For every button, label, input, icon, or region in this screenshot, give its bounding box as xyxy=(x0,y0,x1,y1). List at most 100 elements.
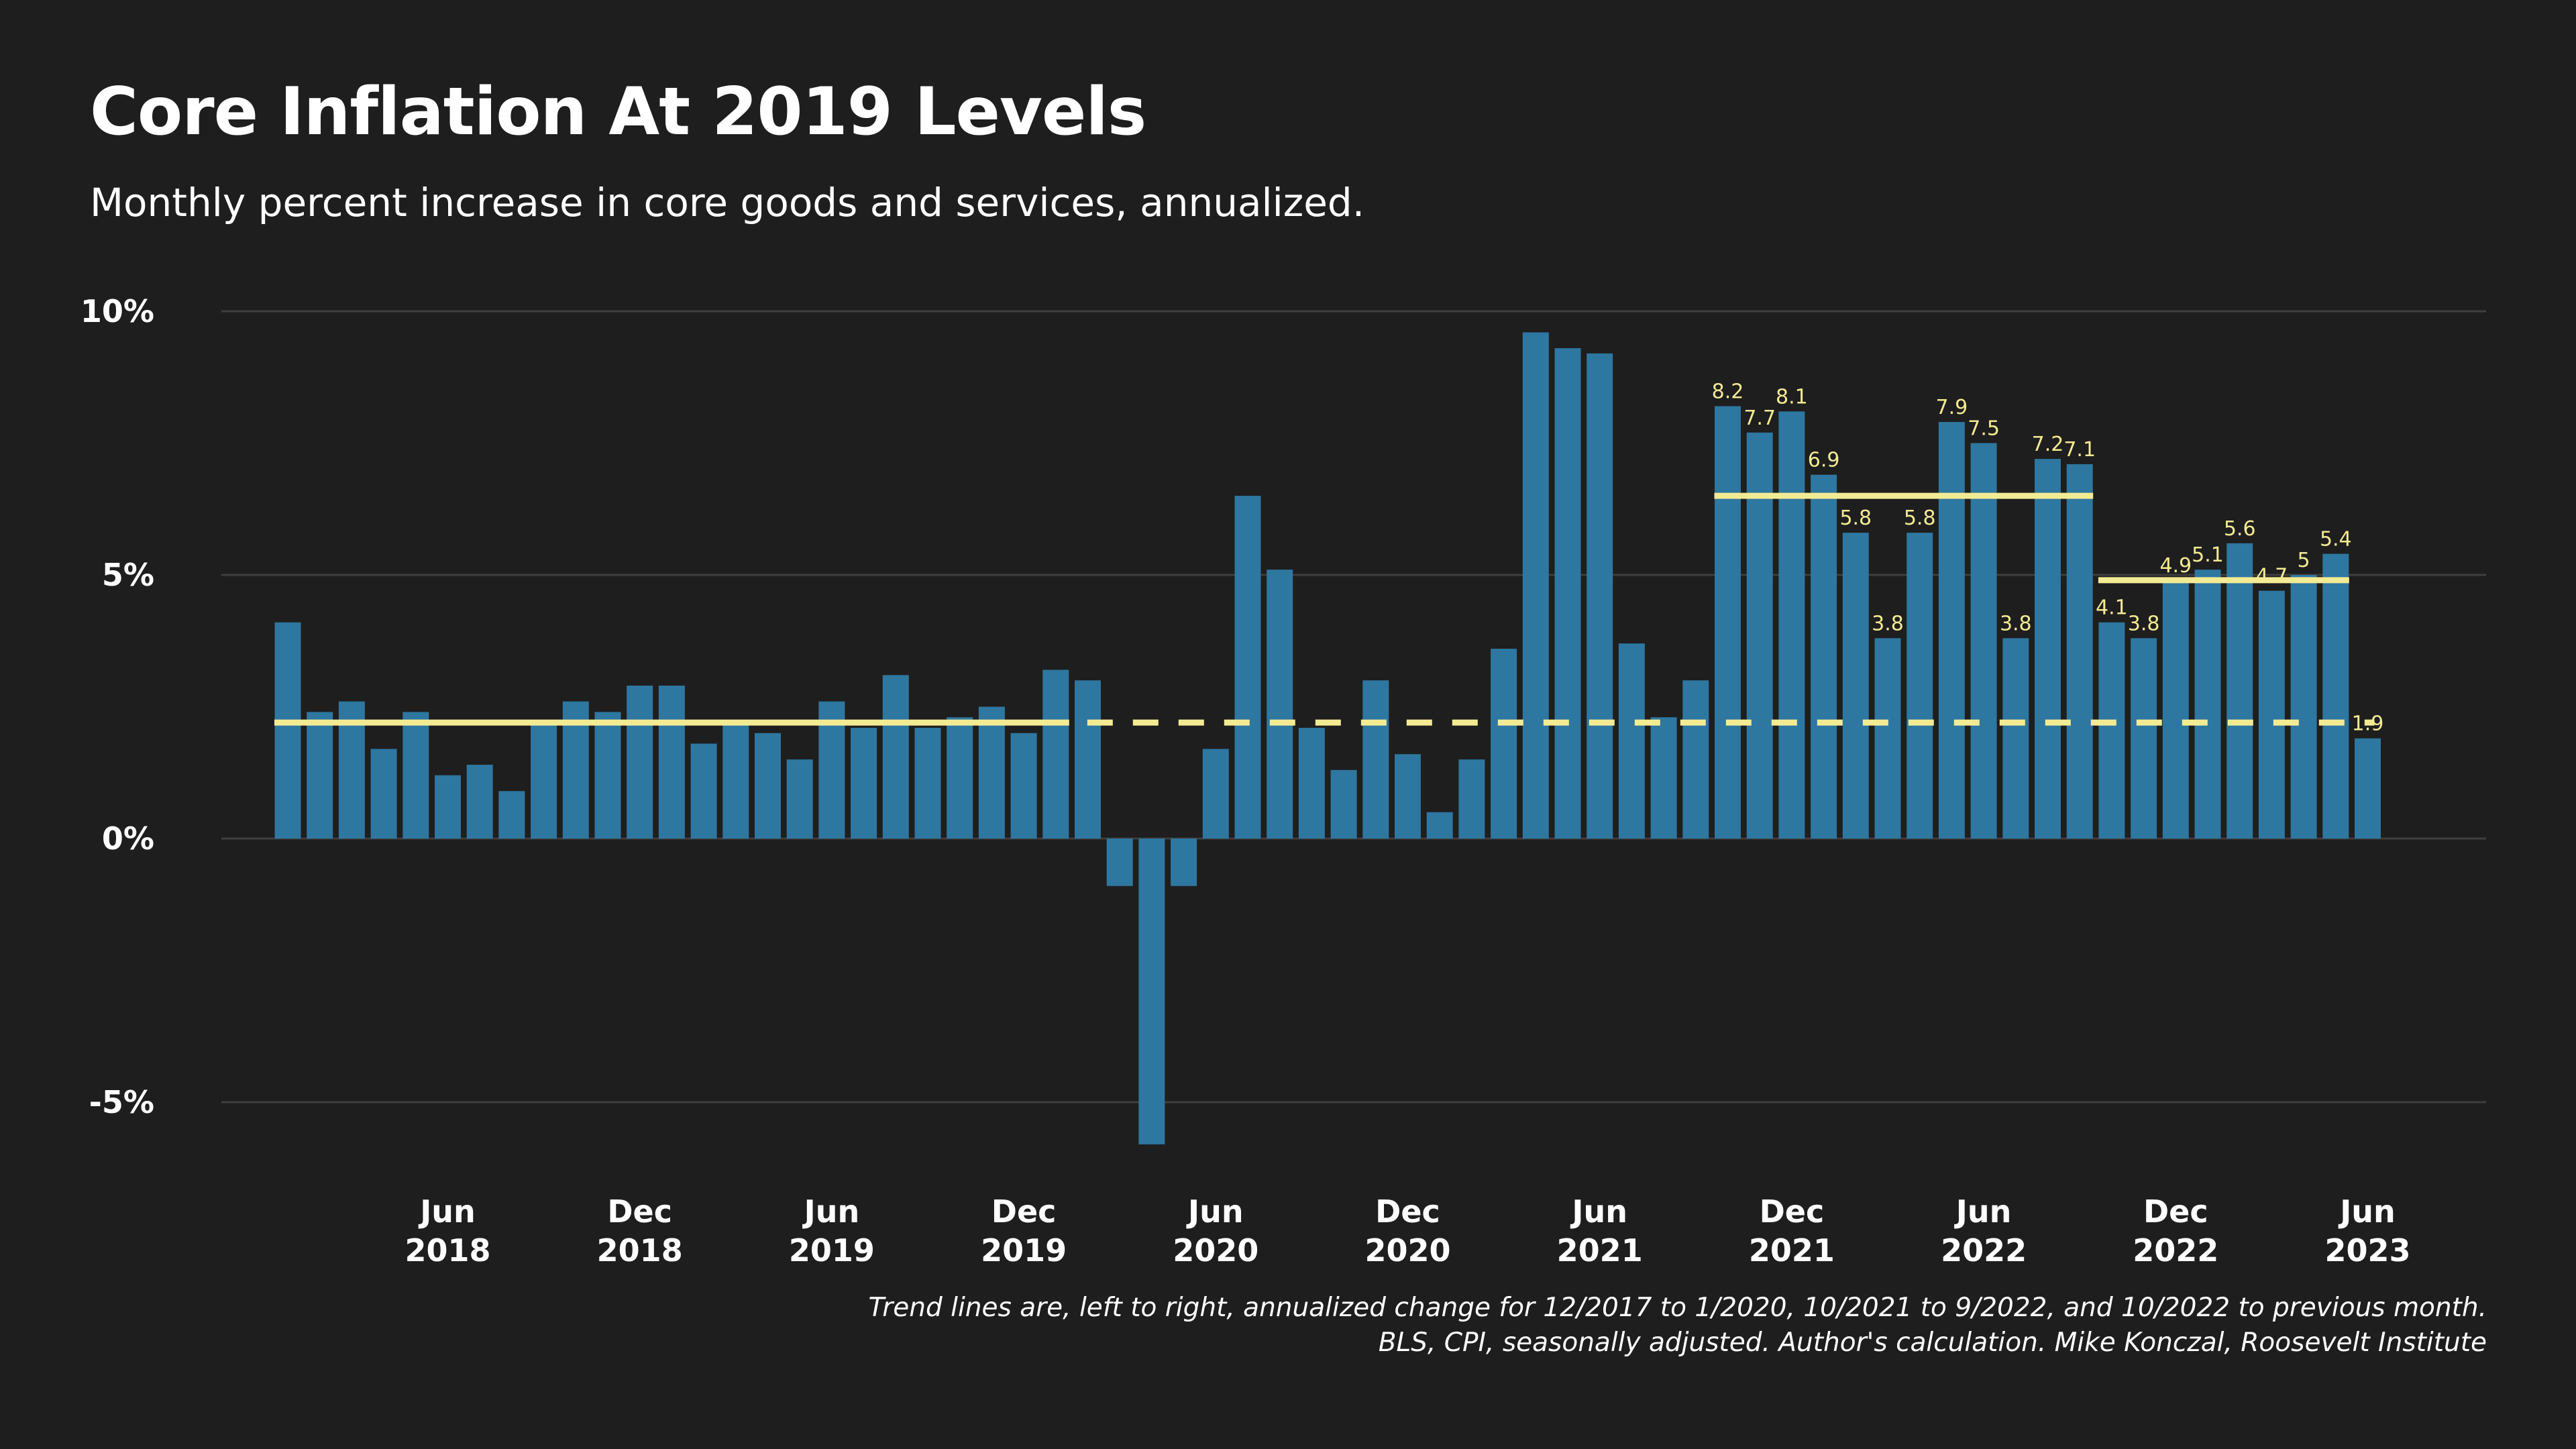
footnote-trend-explanation: Trend lines are, left to right, annualiz… xyxy=(868,1293,2487,1323)
data-label: 3.8 xyxy=(1872,612,1904,635)
bar-8 xyxy=(531,722,557,839)
bar-44 xyxy=(1682,680,1709,839)
bar-61 xyxy=(2226,543,2253,839)
bar-27 xyxy=(1138,839,1165,1144)
x-tick-year: 2022 xyxy=(1941,1232,2027,1269)
bar-59 xyxy=(2162,580,2189,839)
x-tick-year: 2022 xyxy=(2133,1232,2218,1269)
bar-36 xyxy=(1426,812,1453,839)
bar-39 xyxy=(1522,332,1549,839)
x-tick-month: Dec xyxy=(1760,1193,1825,1230)
bar-57 xyxy=(2098,622,2125,839)
bar-1 xyxy=(307,712,333,839)
bar-64 xyxy=(2322,553,2349,839)
bar-51 xyxy=(1907,533,1933,839)
bar-18 xyxy=(851,727,877,839)
bar-56 xyxy=(2066,464,2093,839)
bar-41 xyxy=(1587,353,1613,839)
bar-63 xyxy=(2290,575,2317,839)
bar-40 xyxy=(1554,348,1581,839)
bar-43 xyxy=(1650,717,1677,839)
chart-subtitle: Monthly percent increase in core goods a… xyxy=(90,180,1365,225)
data-label: 6.9 xyxy=(1808,449,1840,472)
bar-54 xyxy=(2002,638,2029,839)
x-tick-year: 2020 xyxy=(1364,1232,1450,1269)
bar-31 xyxy=(1267,570,1293,839)
bar-34 xyxy=(1362,680,1389,839)
bars xyxy=(274,332,2381,1144)
bar-24 xyxy=(1042,669,1069,839)
x-tick-year: 2019 xyxy=(981,1232,1067,1269)
x-tick-month: Jun xyxy=(1186,1193,1244,1230)
x-tick-year: 2020 xyxy=(1173,1232,1258,1269)
data-label: 7.9 xyxy=(1936,396,1968,419)
bar-45 xyxy=(1715,406,1741,839)
bar-21 xyxy=(947,717,973,839)
bar-49 xyxy=(1842,533,1869,839)
data-label: 1.9 xyxy=(2352,712,2384,736)
bar-62 xyxy=(2258,590,2285,839)
x-tick-month: Dec xyxy=(991,1193,1057,1230)
data-label: 7.7 xyxy=(1743,407,1776,430)
bar-3 xyxy=(370,749,397,839)
bar-38 xyxy=(1491,649,1517,839)
data-label: 7.2 xyxy=(2032,433,2064,456)
bar-52 xyxy=(1938,422,1965,839)
bar-29 xyxy=(1202,749,1229,839)
bar-30 xyxy=(1234,496,1261,839)
x-tick-year: 2019 xyxy=(789,1232,875,1269)
y-tick-label: 10% xyxy=(80,293,154,329)
data-label: 5.6 xyxy=(2224,517,2256,541)
bar-23 xyxy=(1010,733,1037,839)
footnote: Trend lines are, left to right, annualiz… xyxy=(868,1291,2487,1360)
x-tick-year: 2023 xyxy=(2324,1232,2410,1269)
data-label: 3.8 xyxy=(2128,612,2160,635)
trend-lines xyxy=(274,492,2375,726)
y-tick-label: -5% xyxy=(89,1084,154,1120)
bar-55 xyxy=(2035,459,2061,839)
x-tick-month: Dec xyxy=(2143,1193,2208,1230)
bar-35 xyxy=(1395,754,1421,839)
bar-15 xyxy=(755,733,781,839)
data-label: 8.1 xyxy=(1776,385,1808,409)
data-label: 4.1 xyxy=(2096,596,2128,620)
bar-25 xyxy=(1075,680,1101,839)
x-tick-year: 2018 xyxy=(597,1232,683,1269)
bar-26 xyxy=(1106,839,1133,886)
data-label: 5.8 xyxy=(1904,506,1936,530)
bar-32 xyxy=(1298,727,1325,839)
x-tick-year: 2021 xyxy=(1557,1232,1643,1269)
bar-42 xyxy=(1618,643,1645,839)
x-tick-month: Jun xyxy=(802,1193,860,1230)
bar-20 xyxy=(914,727,941,839)
x-tick-year: 2018 xyxy=(405,1232,490,1269)
data-label: 7.5 xyxy=(1968,417,2000,441)
x-tick-year: 2021 xyxy=(1749,1232,1835,1269)
chart-title: Core Inflation At 2019 Levels xyxy=(90,74,1146,150)
x-tick-month: Jun xyxy=(2338,1193,2396,1230)
data-label: 3.8 xyxy=(2000,612,2032,635)
x-tick-month: Jun xyxy=(1570,1193,1627,1230)
data-label: 5.1 xyxy=(2192,543,2224,567)
bar-6 xyxy=(466,764,493,839)
y-axis-labels: 10% 5% 0% -5% xyxy=(80,293,154,1120)
data-label: 8.2 xyxy=(1712,380,1744,403)
bar-33 xyxy=(1330,769,1357,839)
data-labels: 8.27.78.16.95.83.85.87.97.53.87.2 7.14.13… xyxy=(1712,380,2384,735)
y-tick-label: 0% xyxy=(102,820,154,857)
x-tick-month: Jun xyxy=(418,1193,476,1230)
bar-13 xyxy=(690,743,717,839)
bar-4 xyxy=(402,712,429,839)
data-label: 7.1 xyxy=(2063,438,2096,462)
bar-19 xyxy=(882,675,909,839)
x-tick-month: Dec xyxy=(607,1193,672,1230)
bar-14 xyxy=(722,722,749,839)
bar-47 xyxy=(1778,411,1805,839)
bar-46 xyxy=(1746,432,1773,839)
data-label: 4.9 xyxy=(2159,554,2192,578)
bar-48 xyxy=(1811,474,1837,839)
data-label: 5 xyxy=(2298,549,2310,572)
bar-65 xyxy=(2355,738,2381,839)
bar-0 xyxy=(274,622,301,839)
